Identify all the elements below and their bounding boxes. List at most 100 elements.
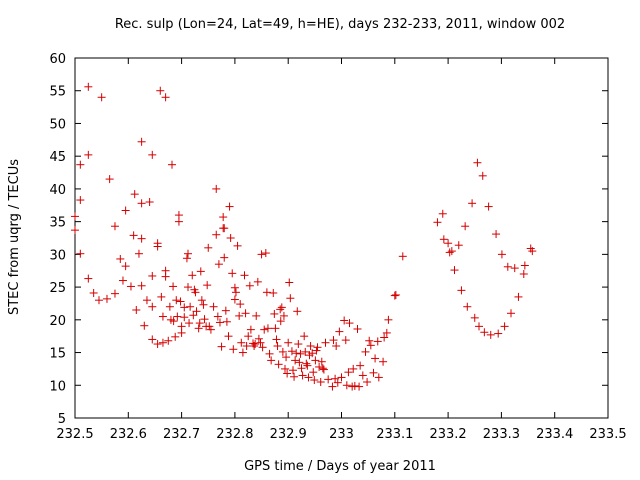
data-point — [148, 150, 157, 159]
data-point — [309, 368, 318, 377]
y-axis-title: STEC from uqrg / TECUs — [7, 159, 22, 315]
data-point — [231, 288, 240, 297]
data-point — [284, 338, 293, 347]
data-point — [212, 230, 221, 239]
data-point — [157, 292, 166, 301]
data-point — [214, 260, 223, 269]
data-point — [292, 349, 301, 358]
data-point — [97, 93, 106, 102]
data-point — [355, 382, 364, 391]
data-point — [240, 271, 249, 280]
data-point — [285, 278, 294, 287]
data-point — [296, 349, 305, 358]
data-point — [182, 254, 191, 263]
data-point — [250, 342, 259, 350]
data-point — [447, 247, 456, 256]
data-point — [390, 291, 399, 300]
data-point — [116, 254, 125, 263]
data-point — [520, 261, 529, 270]
data-point — [433, 218, 442, 227]
data-point — [148, 335, 157, 344]
data-point — [374, 373, 383, 382]
data-point — [497, 250, 506, 259]
data-point — [291, 356, 300, 365]
data-point — [246, 325, 255, 334]
data-point — [302, 359, 311, 368]
data-point — [134, 249, 143, 258]
data-point — [510, 264, 519, 273]
data-point — [197, 296, 206, 305]
data-point — [126, 282, 135, 291]
data-point — [121, 262, 130, 271]
data-point — [148, 271, 157, 280]
x-tick-label: 233 — [329, 427, 354, 442]
data-point — [177, 328, 186, 337]
data-point — [454, 241, 463, 250]
data-point — [174, 217, 183, 226]
data-point — [183, 283, 192, 292]
data-point — [332, 342, 341, 350]
data-point — [457, 286, 466, 295]
data-point — [251, 340, 260, 349]
data-point — [328, 382, 337, 391]
data-point — [225, 202, 234, 211]
data-point — [137, 199, 146, 208]
data-point — [161, 93, 170, 102]
data-series — [71, 82, 537, 391]
chart-title: Rec. sulp (Lon=24, Lat=49, h=HE), days 2… — [115, 17, 565, 32]
data-point — [200, 315, 209, 324]
data-point — [341, 336, 350, 345]
data-point — [110, 289, 119, 298]
data-point — [205, 322, 214, 331]
data-point — [180, 313, 189, 322]
data-point — [242, 342, 251, 350]
data-point — [256, 338, 265, 347]
data-point — [206, 325, 215, 334]
data-point — [165, 302, 174, 311]
data-point — [315, 362, 324, 371]
data-point — [233, 241, 242, 250]
x-tick-label: 233.3 — [483, 427, 520, 442]
data-point — [185, 319, 194, 328]
data-point — [506, 309, 515, 318]
data-point — [228, 269, 237, 278]
data-point — [272, 335, 281, 344]
data-point — [129, 231, 138, 240]
data-point — [358, 371, 367, 380]
data-point — [180, 303, 189, 312]
data-point — [349, 364, 358, 373]
data-point — [84, 150, 93, 159]
data-point — [398, 252, 407, 261]
data-point — [235, 311, 244, 320]
data-point — [300, 332, 309, 341]
x-tick-label: 233.1 — [376, 427, 413, 442]
data-point — [287, 347, 296, 356]
data-point — [261, 249, 270, 258]
data-point — [230, 295, 239, 304]
data-point — [269, 288, 278, 297]
data-point — [480, 328, 489, 337]
data-point — [76, 160, 85, 169]
data-point — [445, 248, 454, 257]
data-point — [281, 364, 290, 373]
data-point — [321, 338, 330, 347]
data-point — [350, 381, 359, 390]
data-point — [494, 329, 503, 338]
x-tick-label: 233.2 — [429, 427, 466, 442]
data-point — [253, 277, 262, 286]
data-point — [500, 322, 509, 331]
data-point — [279, 311, 288, 320]
data-point — [286, 294, 295, 303]
data-point — [156, 86, 165, 95]
y-tick-label: 20 — [49, 314, 66, 329]
y-tick-label: 60 — [49, 52, 66, 67]
data-point — [219, 213, 228, 222]
data-point — [171, 332, 180, 341]
data-point — [333, 378, 342, 387]
data-point — [361, 347, 370, 356]
data-point — [76, 249, 85, 258]
data-point — [176, 297, 185, 306]
data-point — [189, 311, 198, 320]
data-point — [262, 288, 271, 297]
